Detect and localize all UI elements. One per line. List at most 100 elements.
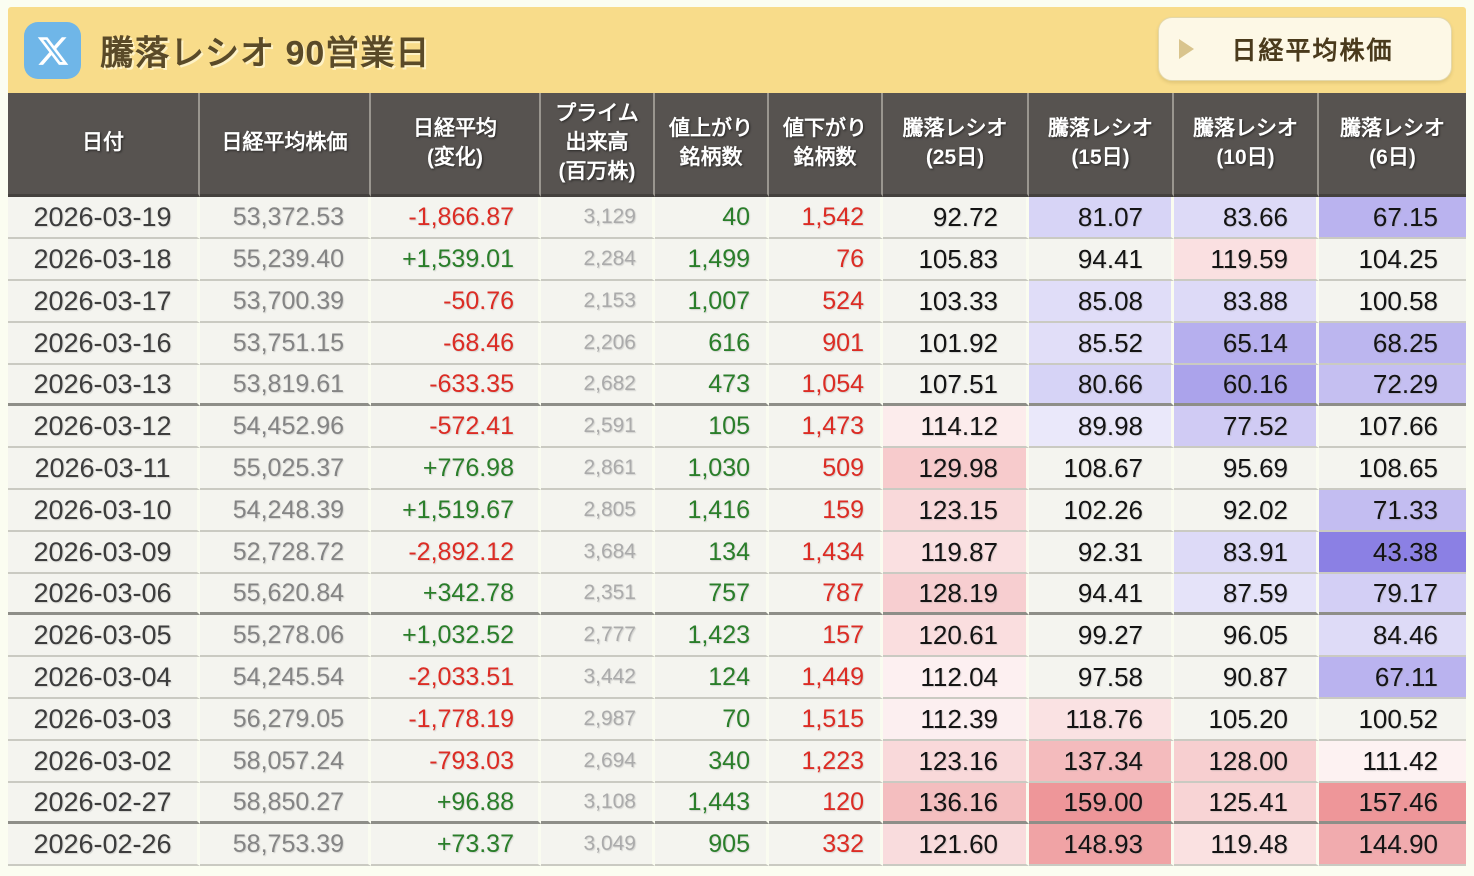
cell-ratio-6d: 43.38	[1319, 532, 1466, 574]
cell-nikkei-price: 55,620.84	[200, 574, 371, 615]
cell-nikkei-price: 55,278.06	[200, 615, 371, 657]
cell-declining-issues: 787	[769, 574, 883, 615]
cell-ratio-6d: 111.42	[1319, 741, 1466, 783]
cell-declining-issues: 1,054	[769, 365, 883, 406]
page-title: 騰落レシオ 90営業日	[100, 34, 431, 73]
column-header: 騰落レシオ (15日)	[1029, 93, 1174, 197]
cell-ratio-10d: 77.52	[1174, 406, 1319, 448]
cell-ratio-15d: 97.58	[1029, 657, 1174, 699]
cell-ratio-10d: 90.87	[1174, 657, 1319, 699]
cell-ratio-6d: 144.90	[1319, 824, 1466, 866]
cell-ratio-25d: 119.87	[883, 532, 1029, 574]
cell-ratio-25d: 112.39	[883, 699, 1029, 741]
cell-ratio-6d: 79.17	[1319, 574, 1466, 615]
cell-ratio-25d: 92.72	[883, 197, 1029, 239]
cell-advancing-issues: 905	[655, 824, 769, 866]
table-row: 2026-03-18 55,239.40 +1,539.01 2,284 1,499 76…	[8, 239, 1466, 281]
cell-ratio-10d: 119.59	[1174, 239, 1319, 281]
cell-prime-volume: 2,284	[541, 239, 655, 281]
cell-declining-issues: 509	[769, 448, 883, 490]
cell-nikkei-change: -1,866.87	[371, 197, 541, 239]
cell-date: 2026-03-10	[8, 490, 200, 532]
cell-ratio-25d: 120.61	[883, 615, 1029, 657]
cell-prime-volume: 3,129	[541, 197, 655, 239]
table-row: 2026-03-10 54,248.39 +1,519.67 2,805 1,416 15…	[8, 490, 1466, 532]
cell-nikkei-price: 56,279.05	[200, 699, 371, 741]
cell-nikkei-change: +1,539.01	[371, 239, 541, 281]
cell-nikkei-change: +73.37	[371, 824, 541, 866]
cell-date: 2026-03-12	[8, 406, 200, 448]
cell-ratio-25d: 129.98	[883, 448, 1029, 490]
cell-prime-volume: 2,861	[541, 448, 655, 490]
cell-nikkei-price: 58,850.27	[200, 783, 371, 824]
cell-nikkei-price: 53,372.53	[200, 197, 371, 239]
ratio-table: 日付 日経平均株価 日経平均 (変化) プライム 出来高 (百万株) 値上がり 銘柄数 値下がり銘…	[8, 93, 1466, 866]
cell-ratio-15d: 137.34	[1029, 741, 1174, 783]
cell-prime-volume: 2,987	[541, 699, 655, 741]
table-row: 2026-02-27 58,850.27 +96.88 3,108 1,443 120 13…	[8, 783, 1466, 824]
cell-date: 2026-03-19	[8, 197, 200, 239]
cell-prime-volume: 3,108	[541, 783, 655, 824]
cell-ratio-10d: 83.88	[1174, 281, 1319, 323]
cell-nikkei-change: -68.46	[371, 323, 541, 365]
cell-declining-issues: 157	[769, 615, 883, 657]
page: 騰落レシオ 90営業日 日経平均株価 日付 日経平均株価 日経平均 (変化) プライム出…	[0, 7, 1474, 866]
cell-ratio-6d: 100.52	[1319, 699, 1466, 741]
cell-ratio-15d: 108.67	[1029, 448, 1174, 490]
cell-ratio-25d: 107.51	[883, 365, 1029, 406]
cell-advancing-issues: 134	[655, 532, 769, 574]
cell-date: 2026-03-04	[8, 657, 200, 699]
cell-date: 2026-03-17	[8, 281, 200, 323]
cell-ratio-10d: 60.16	[1174, 365, 1319, 406]
cell-ratio-15d: 92.31	[1029, 532, 1174, 574]
cell-date: 2026-03-16	[8, 323, 200, 365]
cell-ratio-25d: 114.12	[883, 406, 1029, 448]
cell-nikkei-change: -1,778.19	[371, 699, 541, 741]
cell-prime-volume: 2,206	[541, 323, 655, 365]
cell-declining-issues: 1,449	[769, 657, 883, 699]
x-share-icon[interactable]	[24, 22, 81, 79]
cell-nikkei-price: 53,819.61	[200, 365, 371, 406]
table-row: 2026-02-26 58,753.39 +73.37 3,049 905 332 121.…	[8, 824, 1466, 866]
cell-declining-issues: 1,434	[769, 532, 883, 574]
cell-date: 2026-03-09	[8, 532, 200, 574]
cell-declining-issues: 901	[769, 323, 883, 365]
cell-advancing-issues: 757	[655, 574, 769, 615]
cell-prime-volume: 3,049	[541, 824, 655, 866]
cell-declining-issues: 1,542	[769, 197, 883, 239]
cell-prime-volume: 3,684	[541, 532, 655, 574]
table-row: 2026-03-17 53,700.39 -50.76 2,153 1,007 524 10…	[8, 281, 1466, 323]
cell-date: 2026-03-18	[8, 239, 200, 281]
cell-ratio-10d: 96.05	[1174, 615, 1319, 657]
cell-prime-volume: 2,682	[541, 365, 655, 406]
cell-ratio-15d: 94.41	[1029, 239, 1174, 281]
cell-ratio-10d: 105.20	[1174, 699, 1319, 741]
column-header: 値上がり 銘柄数	[655, 93, 769, 197]
nikkei-average-button[interactable]: 日経平均株価	[1158, 17, 1452, 81]
cell-advancing-issues: 1,030	[655, 448, 769, 490]
cell-nikkei-price: 58,057.24	[200, 741, 371, 783]
cell-nikkei-change: -633.35	[371, 365, 541, 406]
table-row: 2026-03-03 56,279.05 -1,778.19 2,987 70 1,515…	[8, 699, 1466, 741]
cell-ratio-10d: 92.02	[1174, 490, 1319, 532]
cell-prime-volume: 2,777	[541, 615, 655, 657]
cell-ratio-6d: 100.58	[1319, 281, 1466, 323]
cell-date: 2026-03-03	[8, 699, 200, 741]
cell-advancing-issues: 1,423	[655, 615, 769, 657]
cell-ratio-6d: 67.15	[1319, 197, 1466, 239]
cell-declining-issues: 159	[769, 490, 883, 532]
column-header: 日付	[8, 93, 200, 197]
cell-ratio-15d: 159.00	[1029, 783, 1174, 824]
cell-date: 2026-03-02	[8, 741, 200, 783]
cell-date: 2026-03-13	[8, 365, 200, 406]
cell-ratio-15d: 102.26	[1029, 490, 1174, 532]
table-row: 2026-03-05 55,278.06 +1,032.52 2,777 1,423 15…	[8, 615, 1466, 657]
nikkei-button-label: 日経平均株価	[1231, 37, 1394, 65]
cell-advancing-issues: 473	[655, 365, 769, 406]
column-header: 値下がり 銘柄数	[769, 93, 883, 197]
cell-date: 2026-02-27	[8, 783, 200, 824]
cell-ratio-6d: 68.25	[1319, 323, 1466, 365]
cell-ratio-25d: 103.33	[883, 281, 1029, 323]
cell-ratio-25d: 121.60	[883, 824, 1029, 866]
cell-advancing-issues: 616	[655, 323, 769, 365]
